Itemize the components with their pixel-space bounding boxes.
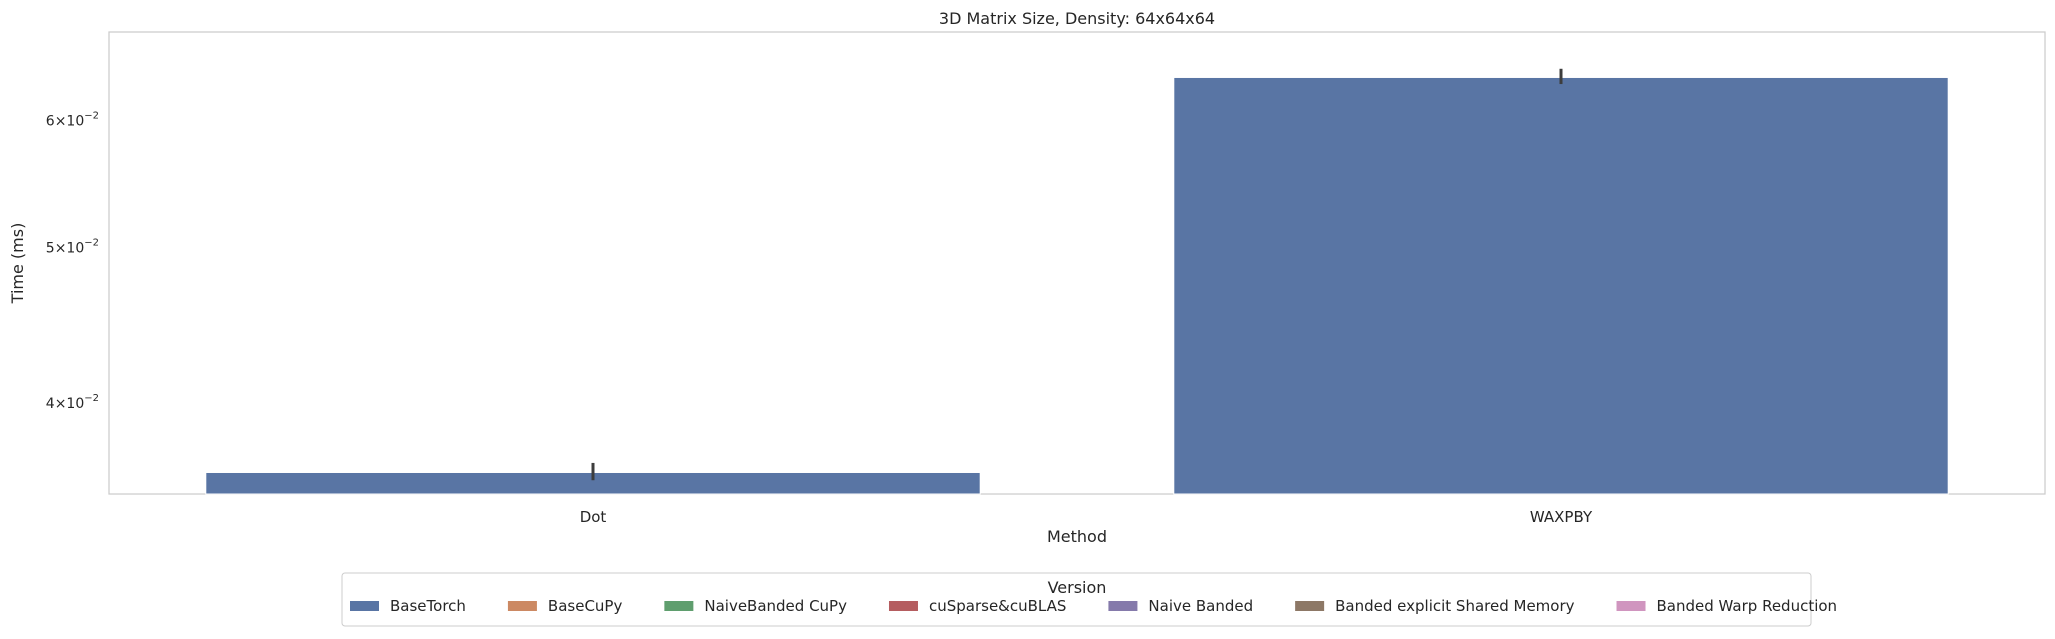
plot-frame — [108, 31, 2046, 495]
legend-label: cuSparse&cuBLAS — [929, 597, 1066, 615]
legend-swatch — [507, 601, 537, 611]
y-tick-label: 6×10−2 — [46, 110, 99, 129]
legend-items: BaseTorch BaseCuPy NaiveBanded CuPy cuSpars… — [350, 597, 1837, 615]
legend-swatch — [1295, 601, 1325, 611]
legend-item: NaiveBanded CuPy — [664, 597, 847, 615]
legend-item: cuSparse&cuBLAS — [888, 597, 1066, 615]
y-axis-label: Time (ms) — [8, 223, 27, 305]
error-bars-group — [591, 68, 1563, 481]
x-axis-label: Method — [1047, 527, 1107, 546]
x-tick-label: Dot — [580, 508, 607, 526]
legend-item: Banded explicit Shared Memory — [1295, 597, 1575, 615]
y-tick-label: 5×10−2 — [46, 237, 99, 256]
legend-label: BaseCuPy — [548, 597, 623, 615]
legend-label: Banded explicit Shared Memory — [1335, 597, 1574, 615]
legend-swatch — [664, 601, 694, 611]
legend-swatch — [1616, 601, 1646, 611]
y-axis-ticks: 4×10−2 5×10−2 6×10−2 — [46, 110, 99, 412]
legend-item: BaseCuPy — [507, 597, 623, 615]
legend-label: Naive Banded — [1148, 597, 1253, 615]
x-axis-ticks: Dot WAXPBY — [580, 508, 1593, 526]
y-tick-label: 4×10−2 — [46, 393, 99, 412]
chart-title: 3D Matrix Size, Density: 64x64x64 — [939, 9, 1215, 28]
legend-swatch — [888, 601, 918, 611]
legend-swatch — [350, 601, 379, 611]
legend-item: Banded Warp Reduction — [1616, 597, 1838, 615]
legend-item: Naive Banded — [1108, 597, 1253, 615]
bar-waxpby-basetorch — [1173, 76, 1949, 495]
bars-group — [205, 76, 1949, 495]
legend-label: NaiveBanded CuPy — [704, 597, 847, 615]
legend-swatch — [1108, 601, 1138, 611]
legend-title: Version — [1048, 578, 1107, 597]
legend-label: BaseTorch — [390, 597, 466, 615]
legend-label: Banded Warp Reduction — [1657, 597, 1838, 615]
legend-item: BaseTorch — [350, 597, 466, 615]
x-tick-label: WAXPBY — [1530, 508, 1593, 526]
legend-frame — [341, 572, 1812, 627]
legend: Version BaseTorch BaseCuPy NaiveBanded CuP… — [341, 572, 1837, 627]
